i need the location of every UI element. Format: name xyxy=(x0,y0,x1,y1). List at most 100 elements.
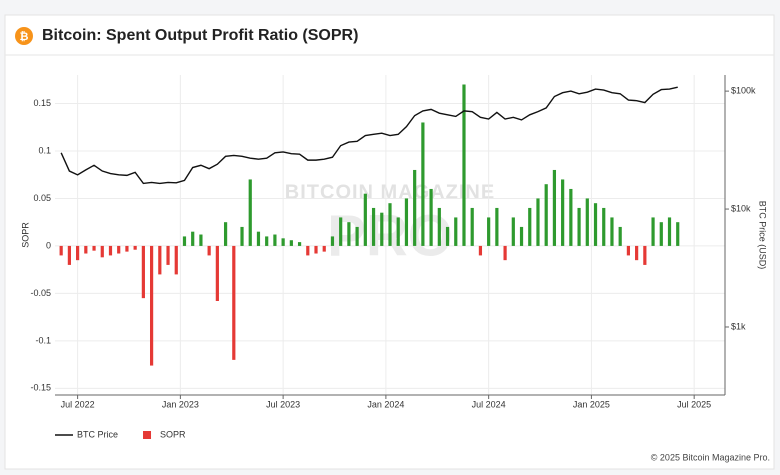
footer: © 2025 Bitcoin Magazine Pro. xyxy=(651,452,770,462)
bar xyxy=(182,236,187,246)
bar xyxy=(651,217,655,246)
bar xyxy=(610,217,614,246)
x-tick-label: Jul 2023 xyxy=(266,399,300,409)
bar xyxy=(470,207,474,246)
bar xyxy=(339,217,343,246)
bar xyxy=(437,207,441,246)
legend-swatch xyxy=(143,431,152,439)
bar xyxy=(289,240,293,246)
bar xyxy=(141,245,145,299)
bar xyxy=(363,193,367,246)
bar xyxy=(125,245,129,252)
y-axis-title: SOPR xyxy=(20,222,30,248)
x-tick-label: Jan 2024 xyxy=(367,399,404,409)
bar xyxy=(561,179,565,246)
bar xyxy=(445,226,450,246)
bar xyxy=(215,245,219,301)
bar xyxy=(602,207,606,246)
bar xyxy=(108,245,113,256)
bar xyxy=(626,245,631,256)
bar xyxy=(421,122,425,246)
bar xyxy=(413,169,417,246)
bar xyxy=(330,236,335,246)
bar xyxy=(314,245,318,254)
bar xyxy=(388,203,392,246)
watermark: BITCOIN MAGAZINE xyxy=(285,181,495,203)
bar xyxy=(174,245,178,275)
bar xyxy=(281,238,285,246)
bar xyxy=(585,198,589,246)
bar xyxy=(67,245,71,265)
y-tick-label: -0.15 xyxy=(30,383,51,393)
logo-icon xyxy=(15,27,33,45)
bar xyxy=(347,222,351,246)
price-line xyxy=(60,86,678,185)
bar xyxy=(676,222,680,246)
y-tick-label: 0.05 xyxy=(33,193,51,203)
bar xyxy=(667,217,672,246)
bar xyxy=(256,231,261,246)
bar xyxy=(593,203,598,246)
bar xyxy=(544,184,548,246)
bar xyxy=(552,169,557,246)
bar xyxy=(207,245,211,256)
y2-tick-label: $1k xyxy=(731,321,746,331)
bar xyxy=(536,198,540,246)
bar xyxy=(199,234,203,246)
y-tick-label: -0.1 xyxy=(35,335,51,345)
y-tick-label: 0 xyxy=(46,240,51,250)
x-tick-label: Jan 2023 xyxy=(162,399,199,409)
x-tick-label: Jul 2022 xyxy=(61,399,95,409)
bar xyxy=(297,242,302,246)
bar xyxy=(117,245,121,254)
bar xyxy=(618,226,622,246)
y-tick-label: 0.15 xyxy=(33,98,51,108)
bar xyxy=(643,245,647,265)
bar xyxy=(429,188,433,246)
bar xyxy=(495,207,499,246)
bar xyxy=(635,245,639,261)
logo: ₿ xyxy=(20,31,29,43)
legend-label: SOPR xyxy=(160,429,186,439)
bar xyxy=(503,245,507,261)
bar xyxy=(396,217,400,246)
bar xyxy=(240,226,244,246)
bar xyxy=(659,222,663,246)
bar xyxy=(191,231,195,246)
bar xyxy=(404,198,409,246)
bar xyxy=(519,226,524,246)
bar xyxy=(232,245,236,360)
bar xyxy=(454,217,458,246)
bar xyxy=(59,245,63,256)
y-tick-label: -0.05 xyxy=(30,288,51,298)
bar xyxy=(462,84,466,246)
bar xyxy=(149,245,154,366)
bar xyxy=(306,245,310,256)
bar xyxy=(273,234,277,246)
bar xyxy=(322,245,326,252)
bar xyxy=(166,245,170,265)
bar xyxy=(577,207,581,246)
y2-tick-label: $10k xyxy=(731,203,751,213)
bar xyxy=(133,245,137,250)
y2-axis-title: BTC Price (USD) xyxy=(758,201,768,270)
x-tick-label: Jul 2024 xyxy=(472,399,506,409)
legend-label: BTC Price xyxy=(77,429,118,439)
y-tick-label: 0.1 xyxy=(38,145,51,155)
bar xyxy=(248,179,252,246)
bar xyxy=(92,245,96,251)
bar xyxy=(511,217,515,246)
bar xyxy=(528,207,532,246)
bar xyxy=(84,245,88,254)
bar xyxy=(487,217,491,246)
bar xyxy=(478,245,483,256)
bar xyxy=(569,188,573,246)
bar xyxy=(371,207,376,246)
bar xyxy=(355,226,359,246)
bar xyxy=(265,236,269,246)
x-tick-label: Jan 2025 xyxy=(573,399,610,409)
chart-title: Bitcoin: Spent Output Profit Ratio (SOPR… xyxy=(42,27,358,44)
bar xyxy=(100,245,104,258)
bar xyxy=(158,245,162,275)
bar xyxy=(76,245,80,261)
